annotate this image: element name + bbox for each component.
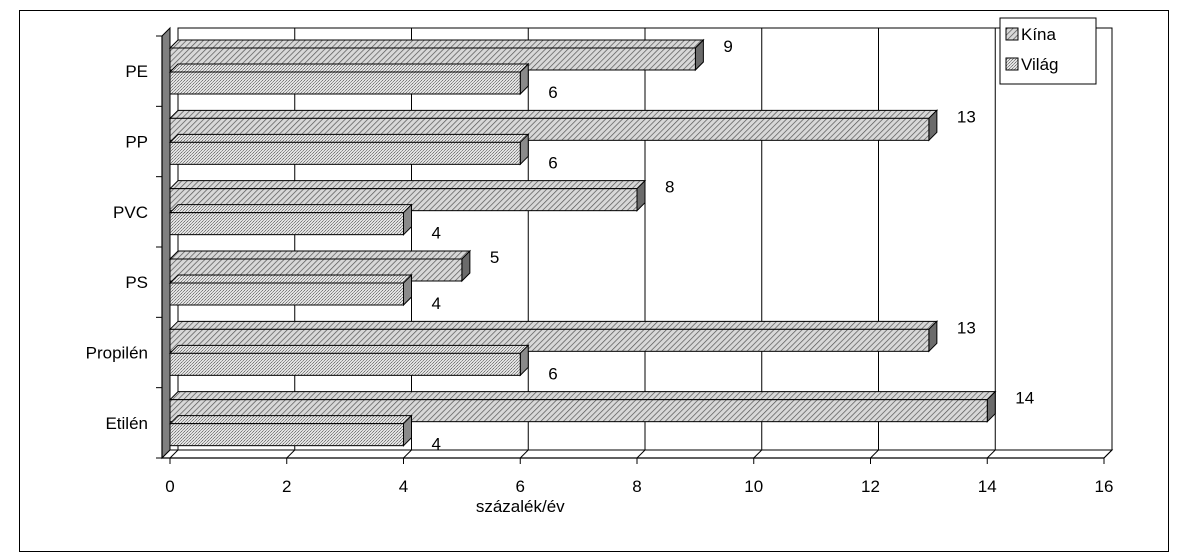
- x-tick-label: 6: [516, 477, 525, 496]
- y-category-label: Etilén: [105, 414, 148, 433]
- x-axis-title: százalék/év: [476, 497, 565, 516]
- data-label: 6: [548, 153, 557, 172]
- bar-vilag: [169, 352, 521, 376]
- legend-swatch: [1005, 57, 1019, 71]
- data-label: 4: [432, 224, 441, 243]
- x-tick-label: 2: [282, 477, 291, 496]
- data-label: 13: [957, 107, 976, 126]
- x-tick-label: 16: [1095, 477, 1114, 496]
- floor-gridline: [169, 449, 179, 459]
- bar-top-face: [168, 344, 530, 354]
- x-tick-label: 14: [978, 477, 997, 496]
- floor-gridline: [286, 449, 296, 459]
- side-wall: [161, 26, 171, 460]
- bar-top-face: [168, 320, 939, 330]
- bar-vilag: [169, 141, 521, 165]
- floor: [160, 449, 1114, 459]
- bar-top-face: [168, 39, 705, 49]
- x-tick-label: 10: [744, 477, 763, 496]
- y-category-label: PE: [125, 62, 148, 81]
- data-label: 5: [490, 248, 499, 267]
- bar-top-face: [168, 274, 413, 284]
- floor-gridline: [753, 449, 763, 459]
- y-category-label: Propilén: [86, 344, 148, 363]
- data-label: 13: [957, 318, 976, 337]
- floor-gridline: [403, 449, 412, 459]
- floor-gridline: [986, 449, 996, 459]
- bar-top-face: [168, 63, 530, 73]
- x-tick-label: 12: [861, 477, 880, 496]
- bar-top-face: [168, 109, 939, 119]
- floor-gridline: [519, 449, 529, 459]
- data-label: 8: [665, 178, 674, 197]
- x-tick-label: 8: [632, 477, 641, 496]
- bar-vilag: [169, 282, 404, 306]
- bar-top-face: [168, 133, 530, 143]
- bar-top-face: [168, 250, 472, 260]
- data-label: 9: [723, 37, 732, 56]
- bar-top-face: [168, 180, 647, 190]
- floor-gridline: [636, 449, 646, 459]
- bar-top-face: [168, 204, 413, 214]
- bar-vilag: [169, 71, 521, 95]
- y-category-label: PVC: [113, 203, 148, 222]
- legend-label: Kína: [1021, 25, 1057, 44]
- bar-vilag: [169, 423, 404, 447]
- data-label: 4: [432, 435, 441, 454]
- data-label: 14: [1015, 389, 1034, 408]
- y-category-label: PS: [125, 273, 148, 292]
- x-tick-label: 4: [399, 477, 408, 496]
- bar-top-face: [168, 391, 997, 401]
- data-label: 6: [548, 364, 557, 383]
- x-tick-label: 0: [165, 477, 174, 496]
- data-label: 6: [548, 83, 557, 102]
- y-category-label: PP: [125, 133, 148, 152]
- bar-top-face: [168, 415, 413, 425]
- legend-label: Világ: [1021, 55, 1059, 74]
- bar-vilag: [169, 212, 404, 236]
- data-label: 4: [432, 294, 441, 313]
- legend-swatch: [1005, 27, 1019, 41]
- floor-gridline: [1103, 449, 1113, 459]
- floor-gridline: [870, 449, 879, 459]
